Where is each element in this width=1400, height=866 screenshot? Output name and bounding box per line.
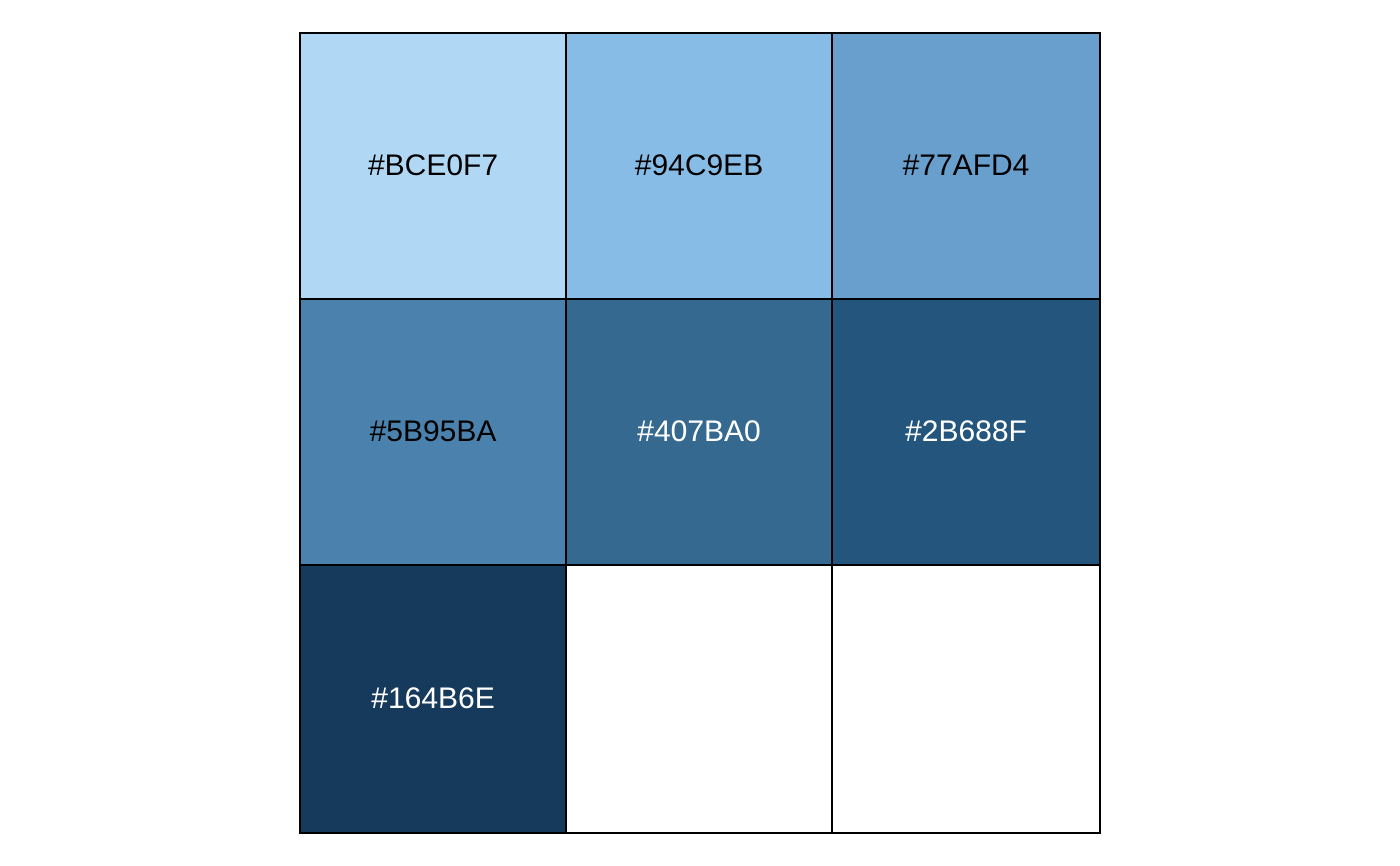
swatch-1: #BCE0F7	[301, 34, 567, 300]
swatch-4: #5B95BA	[301, 300, 567, 566]
swatch-5: #407BA0	[567, 300, 833, 566]
swatch-3: #77AFD4	[833, 34, 1099, 300]
color-palette-grid: #BCE0F7 #94C9EB #77AFD4 #5B95BA #407BA0 …	[299, 32, 1101, 834]
swatch-empty-2	[833, 566, 1099, 832]
swatch-7: #164B6E	[301, 566, 567, 832]
swatch-2: #94C9EB	[567, 34, 833, 300]
swatch-empty-1	[567, 566, 833, 832]
swatch-6: #2B688F	[833, 300, 1099, 566]
